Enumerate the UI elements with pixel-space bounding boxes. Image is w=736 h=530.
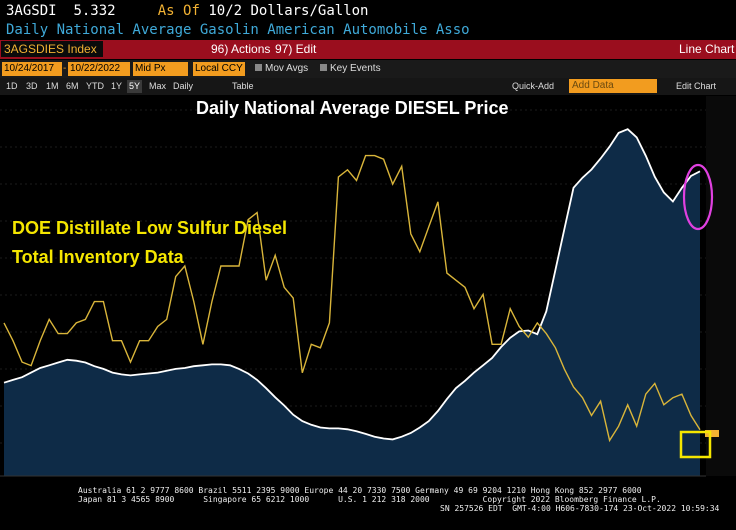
end-date-field[interactable]: 10/22/2022 [68, 62, 130, 76]
highlight-ellipse [682, 163, 714, 231]
period-6m[interactable]: 6M [66, 81, 79, 91]
checkbox-icon [320, 64, 327, 71]
period-1m[interactable]: 1M [46, 81, 59, 91]
security-description: Daily National Average Gasolin American … [6, 22, 470, 38]
security-field[interactable]: 3AGSDIES Index [1, 41, 103, 57]
checkbox-icon [255, 64, 262, 71]
add-data-input[interactable]: Add Data [569, 79, 657, 93]
inventory-annotation-line2: Total Inventory Data [12, 247, 184, 267]
period-max[interactable]: Max [149, 81, 167, 91]
actions-menu[interactable]: 96) Actions [211, 42, 271, 56]
table-toggle[interactable]: Table [232, 81, 254, 91]
footer: Australia 61 2 9777 8600 Brazil 5511 239… [0, 486, 736, 513]
frequency-select[interactable]: Daily [173, 81, 194, 91]
period-1y[interactable]: 1Y [111, 81, 123, 91]
footer-copyright: Japan 81 3 4565 8900 Singapore 65 6212 1… [78, 495, 661, 504]
edit-chart-button[interactable]: Edit Chart [676, 81, 717, 91]
date-units: 10/2 Dollars/Gallon [208, 3, 369, 19]
chart-title: Daily National Average DIESEL Price [196, 98, 509, 118]
edit-menu[interactable]: 97) Edit [275, 42, 317, 56]
quick-add-button[interactable]: Quick-Add [512, 81, 555, 91]
start-date-field[interactable]: 10/24/2017 [2, 62, 62, 76]
mov-avgs-toggle[interactable]: Mov Avgs [255, 62, 308, 76]
highlight-box [679, 430, 712, 459]
key-events-toggle[interactable]: Key Events [320, 62, 381, 76]
currency-select[interactable]: Local CCY [193, 62, 245, 76]
diesel-line [3, 128, 701, 441]
diesel-area [4, 129, 700, 476]
inventory-line [3, 154, 701, 443]
period-5y[interactable]: 5Y [127, 80, 143, 93]
period-1d[interactable]: 1D [6, 81, 18, 91]
period-bar [0, 78, 736, 95]
security-header: 3AGSDI 5.332 As Of 10/2 Dollars/Gallon [6, 3, 369, 19]
as-of-label: As Of [157, 3, 200, 19]
right-axis-strip [706, 96, 736, 476]
period-ytd[interactable]: YTD [86, 81, 104, 91]
view-type-label: Line Chart [679, 42, 735, 56]
price-field-select[interactable]: Mid Px [133, 62, 188, 76]
last-value: 5.332 [73, 3, 116, 19]
date-separator: - [63, 63, 67, 74]
ticker: 3AGSDI [6, 3, 57, 19]
key-events-label: Key Events [330, 63, 381, 74]
inventory-annotation-line1: DOE Distillate Low Sulfur Diesel [12, 218, 288, 238]
footer-session: SN 257526 EDT GMT-4:00 H606-7830-174 23-… [440, 504, 720, 513]
footer-contacts: Australia 61 2 9777 8600 Brazil 5511 239… [78, 486, 642, 495]
last-price-tag [705, 430, 719, 437]
function-bar [0, 40, 736, 59]
mov-avgs-label: Mov Avgs [265, 63, 309, 74]
period-3d[interactable]: 3D [26, 81, 38, 91]
